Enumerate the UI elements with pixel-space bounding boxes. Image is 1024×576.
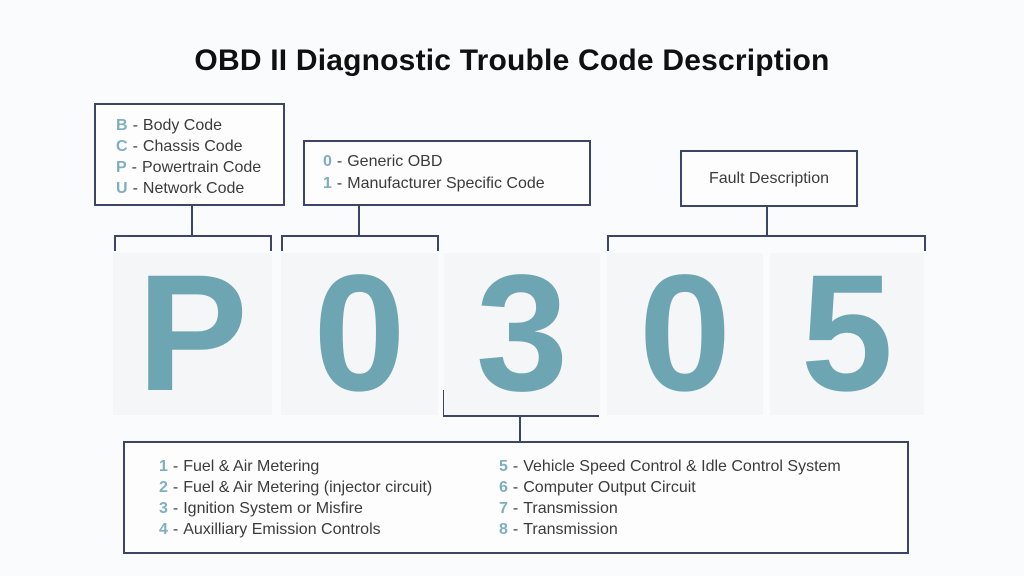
legend-label: Chassis Code [142,138,243,155]
legend-label: Ignition System or Misfire [183,500,363,517]
legend-key: 1 [323,175,332,192]
legend-item: 7- Transmission [499,498,841,519]
legend-label: Transmission [523,521,618,538]
legend-item: B - Body Code [116,115,283,136]
legend-key: U [116,180,128,197]
separator: - [172,458,179,475]
code-char-card-3: 3 [444,241,600,426]
legend-label: Manufacturer Specific Code [347,175,545,192]
legend-label: Vehicle Speed Control & Idle Control Sys… [523,458,841,475]
diagram-title: OBD II Diagnostic Trouble Code Descripti… [194,44,830,77]
code-char-card-2: 0 [281,241,438,426]
separator: - [132,117,138,134]
separator: - [336,153,343,170]
code-character: 5 [800,241,894,426]
legend-item: C - Chassis Code [116,136,283,157]
legend-item: 6- Computer Output Circuit [499,477,841,498]
fault-description-box: Fault Description [680,150,858,207]
legend-item: U - Network Code [116,178,283,199]
separator: - [512,458,519,475]
legend-item: P - Powertrain Code [116,157,283,178]
legend-key: 1 [159,458,168,475]
code-character: 3 [475,241,569,426]
code-character: 0 [313,241,406,426]
legend-item: 4- Auxilliary Emission Controls [159,519,432,540]
code-letter-legend-box: B - Body Code C - Chassis Code P - Powertrain … [94,103,285,206]
legend-key: 7 [499,500,508,517]
separator: - [512,521,519,538]
separator: - [512,479,519,496]
legend-key: 6 [499,479,508,496]
separator: - [172,479,179,496]
legend-label: Generic OBD [347,153,443,170]
legend-item: 1- Fuel & Air Metering [159,456,432,477]
fault-description-label: Fault Description [708,169,830,187]
legend-key: P [116,159,127,176]
legend-column-left: 1- Fuel & Air Metering 2- Fuel & Air Meter… [159,456,432,540]
legend-key: 4 [159,521,168,538]
legend-item: 1- Manufacturer Specific Code [323,173,589,195]
connector-stem-digit-type-box [358,204,360,236]
legend-key: 5 [499,458,508,475]
code-character: 0 [638,241,732,426]
separator: - [131,159,137,176]
legend-label: Powertrain Code [142,159,262,176]
separator: - [132,180,138,197]
legend-item: 3- Ignition System or Misfire [159,498,432,519]
legend-column-right: 5- Vehicle Speed Control & Idle Control S… [499,456,841,540]
connector-bracket-chars-4-5 [607,235,926,251]
code-character: P [137,241,248,426]
legend-item: 5- Vehicle Speed Control & Idle Control S… [499,456,841,477]
legend-item: 0- Generic OBD [323,151,589,173]
connector-stem-fault-box [766,205,768,236]
legend-key: C [116,138,128,155]
code-char-card-4: 0 [607,241,763,426]
connector-bracket-char-1 [114,235,272,251]
legend-label: Transmission [523,500,618,517]
legend-key: 2 [159,479,168,496]
separator: - [172,521,179,538]
code-char-card-5: 5 [770,241,924,426]
fault-category-legend-box: 1- Fuel & Air Metering 2- Fuel & Air Meter… [123,441,909,554]
connector-stem-category-box [519,416,521,442]
connector-bracket-char-2 [281,235,439,251]
legend-key: B [116,117,128,134]
code-char-card-1: P [113,241,272,426]
legend-key: 0 [323,153,332,170]
legend-label: Fuel & Air Metering [183,458,320,475]
separator: - [336,175,343,192]
legend-item: 2- Fuel & Air Metering (injector circuit) [159,477,432,498]
legend-item: 8- Transmission [499,519,841,540]
legend-key: 8 [499,521,508,538]
legend-label: Body Code [142,117,223,134]
legend-label: Fuel & Air Metering (injector circuit) [183,479,433,496]
separator: - [512,500,519,517]
legend-key: 3 [159,500,168,517]
digit-type-legend-box: 0- Generic OBD 1- Manufacturer Specific Co… [303,140,591,206]
legend-label: Network Code [142,180,245,197]
legend-label: Computer Output Circuit [523,479,696,496]
separator: - [172,500,179,517]
connector-stem-letter-box [191,204,193,236]
legend-label: Auxilliary Emission Controls [183,521,381,538]
separator: - [132,138,138,155]
